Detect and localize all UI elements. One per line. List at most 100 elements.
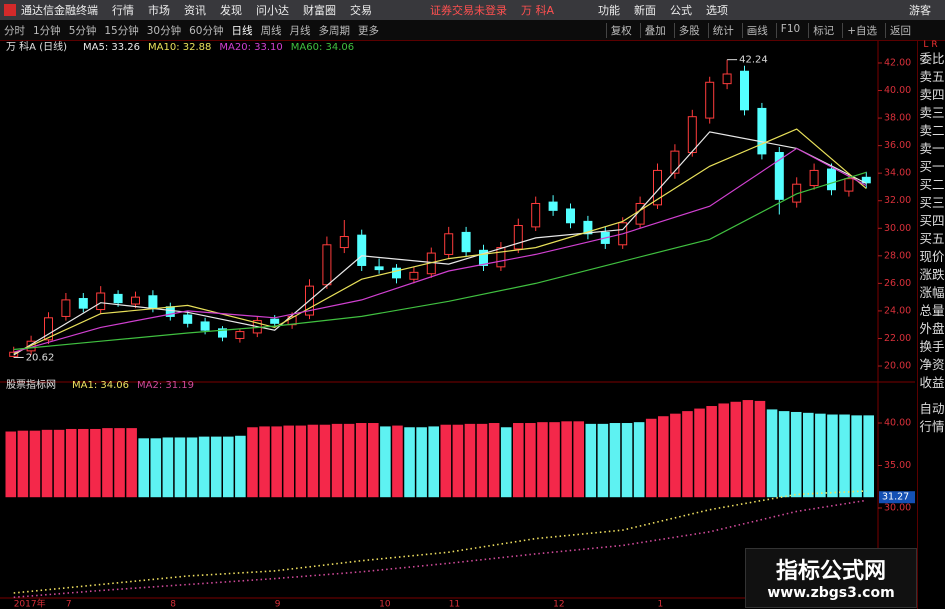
side-tabs: L R 委比 卖五 卖四 卖三 卖二 卖一 买一 买二 买三 买四 买五 现价 涨跌 涨幅 总量 外盘 换手 净资 收益… xyxy=(917,40,945,609)
candle-body xyxy=(357,234,367,266)
ma-line xyxy=(13,147,867,353)
candle-body xyxy=(339,236,349,249)
tool-button[interactable]: +自选 xyxy=(842,22,877,38)
menu-item[interactable]: 行情 xyxy=(112,4,134,17)
y-tick-label: 24.00 xyxy=(884,305,911,316)
y-tick-label: 35.00 xyxy=(884,460,911,471)
bar xyxy=(537,422,548,498)
menu-item[interactable]: 问小达 xyxy=(256,4,289,17)
period-tab[interactable]: 30分钟 xyxy=(146,24,182,37)
period-tab[interactable]: 多周期 xyxy=(318,24,351,37)
tool-button[interactable]: 统计 xyxy=(707,22,734,38)
legend-entry: MA5: 33.26 xyxy=(83,42,140,53)
user[interactable]: 游客 xyxy=(909,4,931,17)
side-tab[interactable]: 外盘 xyxy=(919,321,945,336)
tool-button[interactable]: F10 xyxy=(775,22,800,38)
period-tab[interactable]: 周线 xyxy=(260,24,282,37)
menu-item[interactable]: 市场 xyxy=(148,4,170,17)
candle-body xyxy=(374,266,384,271)
bar xyxy=(815,413,826,498)
candle-body xyxy=(44,317,53,341)
side-tab[interactable]: 换手 xyxy=(919,339,945,354)
x-tick-label: 9 xyxy=(275,600,281,609)
side-tab[interactable]: 收益 xyxy=(919,375,945,390)
tool-button[interactable]: 画线 xyxy=(741,22,768,38)
side-tab[interactable]: 涨跌 xyxy=(919,267,945,282)
side-tab[interactable]: 买二 xyxy=(919,177,945,192)
period-tab[interactable]: 15分钟 xyxy=(104,24,139,37)
candle-body xyxy=(200,321,210,331)
side-tab[interactable]: 卖一 xyxy=(919,141,945,156)
menu-item[interactable]: 公式 xyxy=(670,4,693,17)
bar xyxy=(645,418,657,498)
side-tab[interactable]: 总量 xyxy=(919,303,945,318)
side-tab[interactable]: 卖三 xyxy=(919,105,945,120)
tool-button[interactable]: 多股 xyxy=(673,22,700,38)
menu-item[interactable]: 发现 xyxy=(220,4,242,17)
candle-body xyxy=(235,331,245,339)
menu: 行情 市场 资讯 发现 问小达 财富圈 交易 xyxy=(112,2,386,18)
side-tab[interactable]: 卖二 xyxy=(919,123,945,138)
menu-item[interactable]: 功能 xyxy=(598,4,621,17)
x-tick-label: 8 xyxy=(170,600,176,609)
bar xyxy=(126,428,137,498)
bar xyxy=(633,422,645,498)
bar xyxy=(525,423,536,498)
side-tab[interactable]: 卖五 xyxy=(919,69,945,84)
side-tab[interactable]: 买三 xyxy=(919,195,945,210)
side-tab[interactable]: 涨幅 xyxy=(919,285,945,300)
y-tick-label: 30.00 xyxy=(884,503,911,514)
bar xyxy=(621,423,633,498)
login-status[interactable]: 证券交易未登录 xyxy=(430,4,507,17)
side-tab[interactable]: 行情 xyxy=(919,419,945,434)
bar xyxy=(283,425,294,498)
bar xyxy=(162,437,174,498)
low-label: 20.62 xyxy=(26,352,55,363)
candle-body xyxy=(392,267,401,279)
period-tab[interactable]: 分时 xyxy=(4,24,25,37)
tool-button[interactable]: 返回 xyxy=(885,22,911,38)
bar xyxy=(78,428,89,498)
side-tab[interactable]: 自动 xyxy=(919,401,945,416)
bar xyxy=(839,414,850,498)
bar xyxy=(790,411,802,498)
bar xyxy=(392,425,403,498)
bar xyxy=(331,423,343,498)
y-tick-label: 32.00 xyxy=(884,195,911,206)
side-tab[interactable]: 买五 xyxy=(919,231,945,246)
menu-item[interactable]: 选项 xyxy=(706,4,729,17)
side-tab[interactable]: 买四 xyxy=(919,213,945,228)
period-tab[interactable]: 5分钟 xyxy=(68,24,97,37)
bar xyxy=(585,423,597,498)
period-tab[interactable]: 更多 xyxy=(358,24,379,37)
tool-button[interactable]: 标记 xyxy=(808,22,834,38)
menu-item[interactable]: 交易 xyxy=(350,4,372,17)
side-tab[interactable]: 现价 xyxy=(919,249,945,264)
current-value: 31.27 xyxy=(882,492,909,503)
period-tab[interactable]: 月线 xyxy=(289,24,311,37)
candle-body xyxy=(270,318,280,324)
tool-button[interactable]: 复权 xyxy=(605,22,632,38)
period-tab[interactable]: 60分钟 xyxy=(189,24,224,37)
menu-item[interactable]: 财富圈 xyxy=(303,4,336,17)
legend-entry: MA10: 32.88 xyxy=(148,42,211,53)
tool-button[interactable]: 叠加 xyxy=(639,22,666,38)
candle-body xyxy=(757,107,767,155)
menu-item[interactable]: 资讯 xyxy=(184,4,206,17)
bar xyxy=(464,423,476,498)
period-tab[interactable]: 日线 xyxy=(231,24,253,37)
side-tab[interactable]: 买一 xyxy=(919,159,945,174)
bar xyxy=(513,423,524,498)
title-bar: 通达信金融终端 行情 市场 资讯 发现 问小达 财富圈 交易 证券交易未登录 万 科A 功能… xyxy=(0,0,945,20)
bar xyxy=(766,409,778,498)
period-tab[interactable]: 1分钟 xyxy=(33,24,61,37)
side-tab[interactable]: 卖四 xyxy=(919,87,945,102)
side-tab[interactable]: 委比 xyxy=(919,51,945,66)
candle-body xyxy=(531,202,541,228)
bar xyxy=(368,423,379,498)
toolbar: 分时 1分钟 5分钟 15分钟 30分钟 60分钟 日线 周线 月线 多周期 更多 复权 叠加 多股 统计… xyxy=(0,20,945,41)
bar xyxy=(754,400,766,498)
menu-item[interactable]: 新面 xyxy=(634,4,657,17)
side-tab[interactable]: 净资 xyxy=(919,357,945,372)
